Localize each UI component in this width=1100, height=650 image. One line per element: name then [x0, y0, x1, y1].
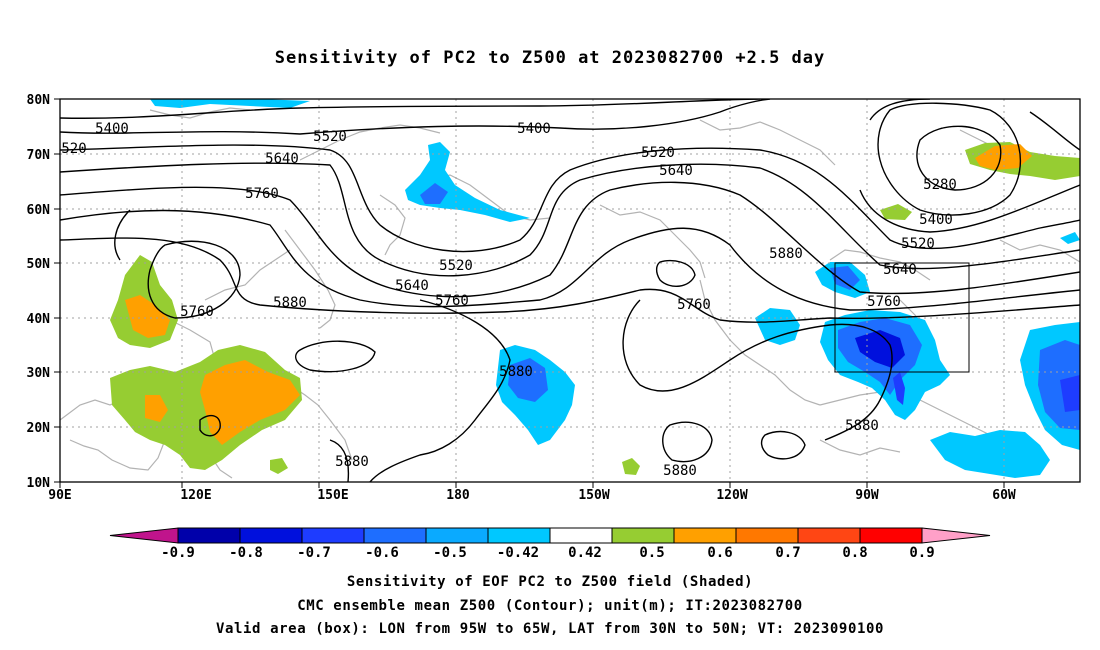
contour-label: 5760: [180, 304, 214, 320]
colorbar-cell: [797, 527, 861, 544]
contour-label: 5640: [659, 163, 693, 179]
colorbar-cell: [301, 527, 365, 544]
lon-tick-label: 120W: [716, 488, 747, 503]
contour-label: 5880: [845, 418, 879, 434]
colorbar-label: 0.9: [909, 545, 934, 561]
contour-label: 5760: [677, 297, 711, 313]
lat-tick-label: 10N: [27, 476, 51, 491]
gridlines: [60, 99, 1080, 482]
colorbar-labels: -0.9 -0.8 -0.7 -0.6 -0.5 -0.42 0.42 0.5 …: [161, 545, 935, 561]
contour-label: 5880: [499, 364, 533, 380]
colorbar-cell: [425, 527, 489, 544]
colorbar-cell: [673, 527, 737, 544]
lat-tick-label: 40N: [27, 312, 51, 327]
colorbar-label: -0.6: [365, 545, 399, 561]
colorbar-cell: [239, 527, 303, 544]
contour-label: 5520: [901, 236, 935, 252]
valid-area-box: [834, 262, 970, 373]
colorbar-label: -0.7: [297, 545, 331, 561]
lon-tick-label: 120E: [180, 488, 211, 503]
z500-contours: [60, 99, 1080, 482]
lon-tick-label: 90W: [855, 488, 879, 503]
lon-tick-label: 180: [446, 488, 470, 503]
colorbar-label: 0.5: [639, 545, 664, 561]
lat-tick-label: 70N: [27, 148, 51, 163]
contour-label: 5880: [335, 454, 369, 470]
lat-tick-label: 60N: [27, 203, 51, 218]
negative-sensitivity-shading: [150, 99, 1080, 478]
contour-label: 5520: [641, 145, 675, 161]
colorbar-cell: [921, 527, 991, 544]
contour-label: 5880: [769, 246, 803, 262]
colorbar-cell: [487, 527, 551, 544]
colorbar-label: 0.7: [775, 545, 800, 561]
lat-tick-label: 30N: [27, 366, 51, 381]
contour-label: 5400: [517, 121, 551, 137]
caption-contour: CMC ensemble mean Z500 (Contour); unit(m…: [297, 598, 803, 614]
colorbar-cell: [611, 527, 675, 544]
lon-tick-label: 60W: [992, 488, 1016, 503]
positive-sensitivity-shading: [110, 142, 1080, 475]
longitude-axis: 90E 120E 150E 180 150W 120W 90W 60W: [48, 488, 1016, 503]
contour-label: 5760: [245, 186, 279, 202]
contour-label: 5280: [923, 177, 957, 193]
colorbar-label: -0.5: [433, 545, 467, 561]
contour-label: 520: [61, 141, 86, 157]
colorbar-cell: [177, 527, 241, 544]
lat-tick-label: 80N: [27, 93, 51, 108]
colorbar-label: 0.42: [568, 545, 602, 561]
map-title: Sensitivity of PC2 to Z500 at 2023082700…: [274, 48, 826, 68]
colorbar-cell: [363, 527, 427, 544]
colorbar-cell: [109, 527, 179, 544]
contour-label: 5760: [867, 294, 901, 310]
tick-marks: [54, 98, 1005, 488]
latitude-axis: 80N 70N 60N 50N 40N 30N 20N 10N: [27, 93, 51, 491]
plot-frame: [59, 98, 1081, 483]
lat-tick-label: 50N: [27, 257, 51, 272]
lon-tick-label: 90E: [48, 488, 71, 503]
contour-label-group: 5400 520 5520 5640 5760 5400 5520 5640 5…: [61, 121, 957, 479]
contour-label: 5400: [95, 121, 129, 137]
contour-label: 5880: [663, 463, 697, 479]
colorbar-label: -0.8: [229, 545, 263, 561]
contour-label: 5640: [265, 151, 299, 167]
colorbar-label: 0.8: [842, 545, 867, 561]
contour-label: 5520: [313, 129, 347, 145]
lon-tick-label: 150E: [317, 488, 348, 503]
contour-label: 5640: [395, 278, 429, 294]
contour-label: 5640: [883, 262, 917, 278]
colorbar-cell: [735, 527, 799, 544]
contour-label: 5520: [439, 258, 473, 274]
colorbar-label: -0.42: [497, 545, 539, 561]
caption-valid-area: Valid area (box): LON from 95W to 65W, L…: [215, 621, 885, 637]
contour-label: 5880: [273, 295, 307, 311]
caption-shading: Sensitivity of EOF PC2 to Z500 field (Sh…: [346, 574, 754, 590]
colorbar-label: 0.6: [707, 545, 732, 561]
contour-label: 5400: [919, 212, 953, 228]
colorbar-label: -0.9: [161, 545, 195, 561]
colorbar-cell: [549, 527, 613, 544]
lat-tick-label: 20N: [27, 421, 51, 436]
contour-label: 5760: [435, 293, 469, 309]
colorbar: [109, 527, 991, 544]
lon-tick-label: 150W: [578, 488, 609, 503]
colorbar-cell: [859, 527, 923, 544]
